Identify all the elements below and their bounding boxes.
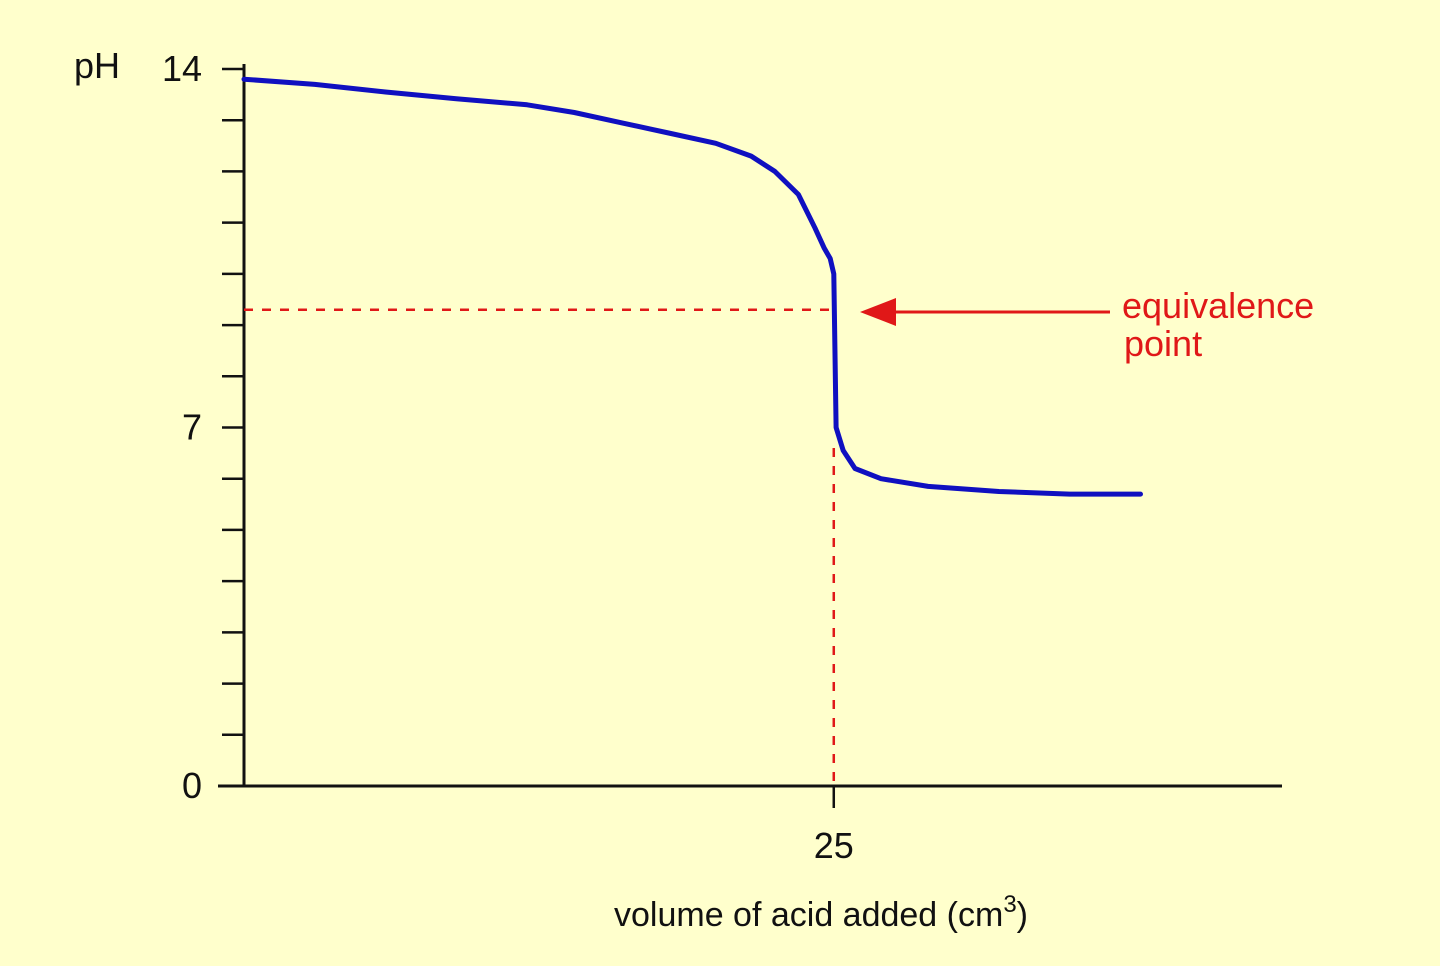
y-tick-marks — [222, 67, 244, 788]
x-tick-labels: 25 — [814, 825, 854, 866]
x-axis-title: volume of acid added (cm3) — [614, 891, 1028, 934]
y-axis-label: pH — [74, 45, 120, 86]
x-axis-title-main: volume of acid added (cm — [614, 896, 1003, 934]
x-axis-title-suffix: ) — [1017, 896, 1028, 934]
titration-curve — [241, 76, 1143, 497]
y-tick-label: 7 — [182, 407, 202, 448]
y-tick-labels: 0 7 14 — [162, 48, 202, 806]
x-tick-label: 25 — [814, 825, 854, 866]
equivalence-arrow-head — [860, 298, 896, 326]
y-tick-label: 14 — [162, 48, 202, 89]
annotation-point: point — [1124, 323, 1202, 364]
x-axis-title-superscript: 3 — [1003, 891, 1016, 918]
annotation-equivalence: equivalence — [1122, 285, 1314, 326]
y-tick-label: 0 — [182, 765, 202, 806]
